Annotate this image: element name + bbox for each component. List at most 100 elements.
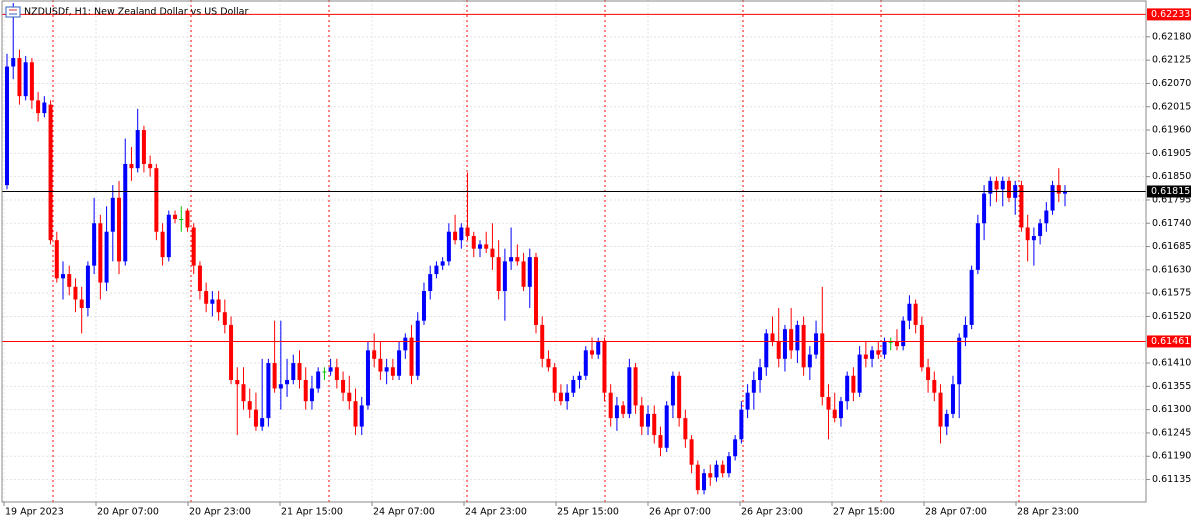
candle-body (117, 197, 122, 262)
candle-body (957, 337, 962, 385)
plot-frame (1, 0, 1147, 503)
candle-body (285, 379, 290, 385)
x-tick-label: 26 Apr 07:00 (649, 507, 711, 518)
candle-body (42, 102, 47, 114)
candle-body (67, 274, 72, 287)
candle-body (776, 341, 781, 359)
y-tick-label: 0.61630 (1152, 264, 1191, 275)
candle-body (720, 464, 725, 474)
candle-body (614, 405, 619, 419)
candle-body (702, 473, 707, 491)
candle-body (384, 367, 389, 372)
candle-body (179, 219, 184, 221)
candle-body (708, 473, 713, 478)
candle-body (465, 227, 470, 236)
candle-body (851, 375, 856, 393)
candle-body (328, 367, 333, 372)
candle-body (577, 375, 582, 380)
y-tick-label: 0.61190 (1152, 451, 1191, 462)
candle-body (695, 464, 700, 491)
candle-body (646, 413, 651, 427)
candle-body (61, 274, 66, 279)
candle-body (664, 405, 669, 448)
candle-body (341, 379, 346, 393)
candle-body (982, 193, 987, 224)
candle-body (23, 62, 28, 97)
candle-body (353, 401, 358, 427)
x-tick-label: 19 Apr 2023 (5, 507, 64, 518)
candle-body (938, 392, 943, 427)
candle-body (888, 341, 893, 343)
candle-body (409, 337, 414, 376)
y-tick-label: 0.61355 (1152, 381, 1191, 392)
candle-body (950, 384, 955, 414)
candle-body (1025, 227, 1030, 241)
candle-body (764, 333, 769, 368)
candle-body (627, 367, 632, 414)
candle-body (235, 379, 240, 385)
y-tick-label: 0.61795 (1152, 194, 1191, 205)
candle-body (490, 248, 495, 258)
y-tick-label: 0.61960 (1152, 125, 1191, 136)
y-tick-label: 0.61905 (1152, 148, 1191, 159)
candle-body (820, 333, 825, 397)
candle-body (602, 341, 607, 393)
candle-body (247, 401, 252, 410)
candle-body (73, 286, 78, 300)
candle-body (882, 341, 887, 355)
candle-body (652, 413, 657, 436)
candle-body (590, 350, 595, 355)
chart-title: NZDUSDf, H1: New Zealand Dollar vs US Do… (24, 7, 248, 18)
price-level-box (1147, 335, 1191, 348)
candle-body (801, 324, 806, 368)
candle-body (726, 456, 731, 474)
candle-body (434, 265, 439, 275)
candle-body (453, 231, 458, 241)
candle-body (17, 58, 22, 97)
candle-body (1038, 223, 1043, 236)
candle-body (807, 354, 812, 368)
candle-body (365, 350, 370, 406)
candle-body (477, 244, 482, 249)
candle-body (583, 350, 588, 376)
candle-body (135, 130, 140, 169)
candle-body (689, 439, 694, 465)
candle-body (29, 62, 34, 101)
candle-body (527, 257, 532, 287)
candle-body (677, 375, 682, 419)
candle-body (1050, 185, 1055, 211)
candle-body (210, 299, 215, 304)
candle-body (291, 363, 296, 380)
candle-body (278, 384, 283, 389)
x-tick-label: 24 Apr 23:00 (465, 507, 527, 518)
y-tick-label: 0.61410 (1152, 358, 1191, 369)
candle-body (347, 392, 352, 402)
price-level-label: 0.61461 (1151, 336, 1190, 347)
candle-body (1063, 191, 1067, 194)
candle-body (141, 130, 146, 164)
candle-body (683, 418, 688, 440)
candle-body (571, 379, 576, 393)
candle-body (397, 350, 402, 376)
candle-body (253, 409, 258, 427)
candle-body (832, 409, 837, 419)
candle-body (770, 333, 775, 342)
price-level-box (1147, 8, 1191, 21)
marks-layer (2, 2, 1146, 495)
candle-body (471, 235, 476, 249)
candle-body (148, 163, 153, 169)
candle-body (596, 341, 601, 355)
candle-body (204, 291, 209, 304)
candle-body (739, 409, 744, 440)
candle-body (11, 58, 16, 67)
candle-body (901, 320, 906, 347)
candle-body (403, 337, 408, 351)
candle-body (988, 180, 993, 194)
candle-body (309, 388, 314, 402)
candle-body (1044, 210, 1049, 224)
candle-body (272, 363, 277, 389)
y-tick-label: 0.62180 (1152, 31, 1191, 42)
x-tick-label: 28 Apr 23:00 (1017, 507, 1079, 518)
candle-body (48, 104, 53, 241)
